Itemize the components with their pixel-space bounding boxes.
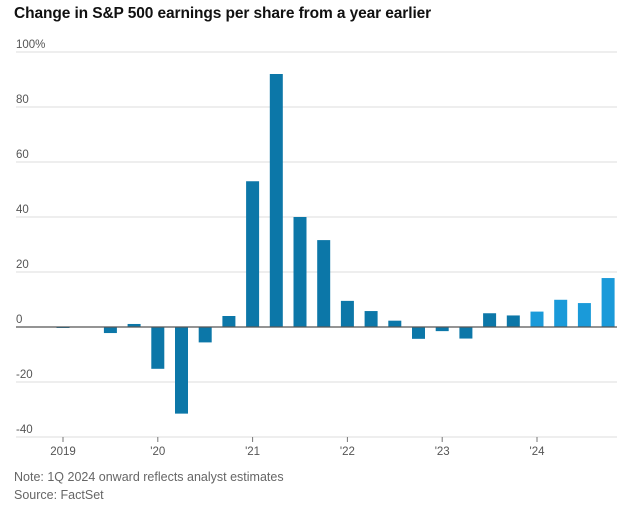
- bars: [56, 74, 615, 414]
- y-tick-label: -20: [16, 369, 33, 381]
- x-tick-label: '23: [435, 446, 450, 458]
- chart-title: Change in S&P 500 earnings per share fro…: [14, 5, 432, 22]
- bar: [601, 278, 615, 327]
- bar: [103, 327, 117, 334]
- chart-note: Note: 1Q 2024 onward reflects analyst es…: [14, 470, 284, 484]
- y-tick-label: 40: [16, 204, 29, 216]
- bar: [127, 323, 141, 327]
- bar: [435, 327, 449, 332]
- bar: [293, 217, 307, 327]
- bar: [388, 320, 402, 327]
- x-tick-label: '22: [340, 446, 355, 458]
- x-tick-label: '21: [245, 446, 260, 458]
- gridlines: [16, 51, 617, 438]
- bar: [530, 311, 544, 327]
- bar: [269, 74, 283, 327]
- bar: [483, 313, 497, 327]
- bar: [317, 240, 331, 327]
- bar-chart: 100% 80 60 40 20 0 -20 -40 2019 '20 '21 '22 '23 '24: [16, 39, 617, 458]
- bar: [506, 315, 520, 327]
- x-tick-label: '24: [530, 446, 546, 458]
- y-tick-label: 100%: [16, 39, 45, 51]
- x-axis: 2019 '20 '21 '22 '23 '24: [16, 436, 617, 458]
- x-tick-label: 2019: [50, 446, 76, 458]
- y-tick-label: 60: [16, 149, 29, 161]
- bar: [198, 327, 212, 343]
- bar: [554, 299, 568, 327]
- x-tick-label: '20: [150, 446, 165, 458]
- y-tick-label: 0: [16, 314, 22, 326]
- chart-source: Source: FactSet: [14, 488, 104, 502]
- bar: [459, 327, 473, 339]
- y-tick-label: 80: [16, 94, 29, 106]
- y-tick-label: 20: [16, 259, 29, 271]
- y-tick-label: -40: [16, 424, 33, 436]
- bar: [364, 311, 378, 327]
- bar: [246, 181, 260, 327]
- bar: [222, 316, 236, 327]
- bar: [412, 327, 425, 339]
- bar: [340, 300, 354, 327]
- y-axis-labels: 100% 80 60 40 20 0 -20 -40: [16, 39, 45, 436]
- bar: [175, 327, 188, 414]
- bar: [577, 303, 591, 327]
- bar: [151, 327, 165, 369]
